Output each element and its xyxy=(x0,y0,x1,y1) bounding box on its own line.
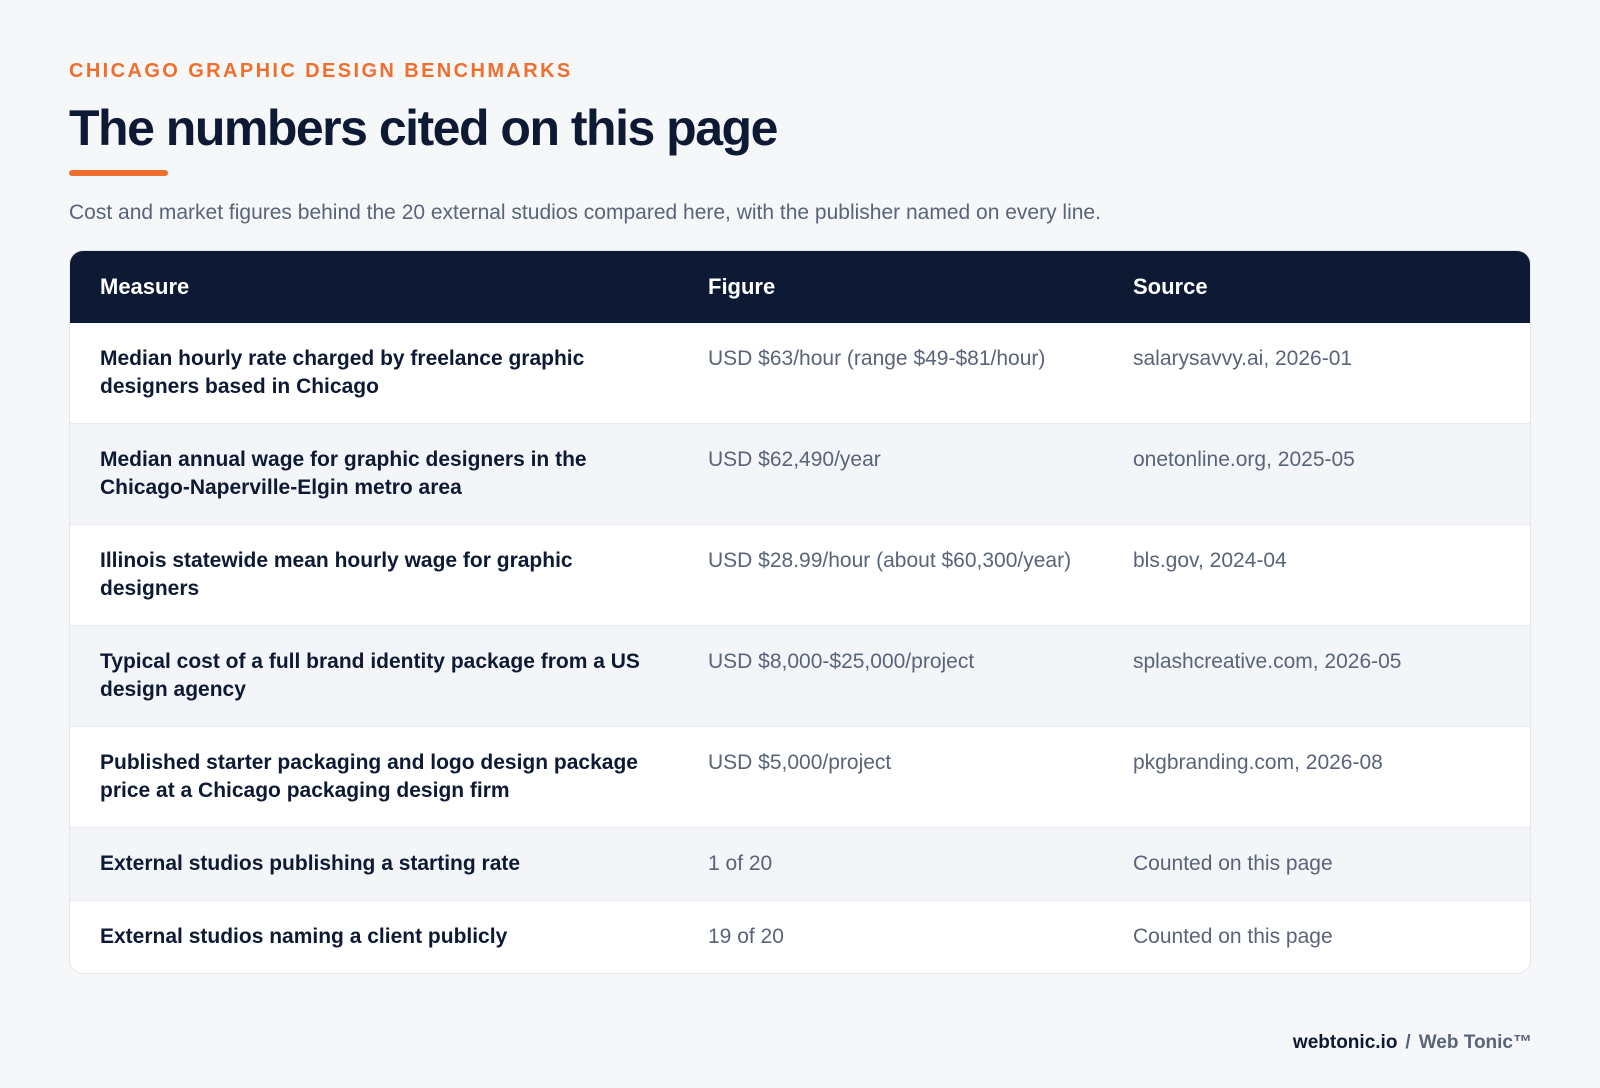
figure-cell: USD $5,000/project xyxy=(678,726,1103,828)
table-header-row: Measure Figure Source xyxy=(70,251,1530,323)
source-cell: onetonline.org, 2025-05 xyxy=(1103,423,1530,525)
footer-separator: / xyxy=(1405,1032,1411,1053)
figure-cell: USD $63/hour (range $49-$81/hour) xyxy=(708,347,1046,370)
page-title: The numbers cited on this page xyxy=(69,100,778,156)
source-cell: pkgbranding.com, 2026-08 xyxy=(1103,726,1530,828)
figure-cell: USD $62,490/year xyxy=(678,423,1103,525)
measure-cell: Median hourly rate charged by freelance … xyxy=(100,347,585,398)
source-cell: splashcreative.com, 2026-05 xyxy=(1103,625,1530,727)
benchmarks-table: Measure Figure Source Median hourly rate… xyxy=(70,251,1530,973)
benchmarks-table-card: Measure Figure Source Median hourly rate… xyxy=(69,250,1531,974)
footer-credit: webtonic.io / Web Tonic™ xyxy=(1293,1032,1532,1054)
source-cell: Counted on this page xyxy=(1103,900,1530,973)
table-row: Published starter packaging and logo des… xyxy=(70,726,1530,828)
footer-domain: webtonic.io xyxy=(1292,1032,1398,1053)
table-row: Illinois statewide mean hourly wage for … xyxy=(70,524,1530,626)
column-header-measure: Measure xyxy=(100,274,190,299)
figure-cell: 19 of 20 xyxy=(678,900,1103,973)
source-cell: bls.gov, 2024-04 xyxy=(1103,524,1530,626)
source-cell: Counted on this page xyxy=(1103,827,1530,901)
measure-cell: Illinois statewide mean hourly wage for … xyxy=(70,524,678,626)
figure-cell: 1 of 20 xyxy=(678,827,1103,901)
measure-cell: External studios publishing a starting r… xyxy=(70,827,678,901)
page-content: CHICAGO GRAPHIC DESIGN BENCHMARKS The nu… xyxy=(69,58,1531,974)
column-header-source: Source xyxy=(1133,274,1208,299)
eyebrow-label: CHICAGO GRAPHIC DESIGN BENCHMARKS xyxy=(69,60,573,82)
column-header-figure: Figure xyxy=(708,274,776,299)
table-row: External studios publishing a starting r… xyxy=(70,827,1530,901)
table-row: Median annual wage for graphic designers… xyxy=(70,423,1530,525)
measure-cell: External studios naming a client publicl… xyxy=(70,900,678,973)
page-subtitle: Cost and market figures behind the 20 ex… xyxy=(69,201,1101,224)
title-accent-bar xyxy=(69,170,168,176)
table-row: Median hourly rate charged by freelance … xyxy=(70,323,1530,424)
source-cell: salarysavvy.ai, 2026-01 xyxy=(1133,347,1353,370)
footer-brand: Web Tonic™ xyxy=(1418,1032,1532,1053)
measure-cell: Published starter packaging and logo des… xyxy=(70,726,678,828)
figure-cell: USD $28.99/hour (about $60,300/year) xyxy=(678,524,1103,626)
table-row: Typical cost of a full brand identity pa… xyxy=(70,625,1530,727)
table-row: External studios naming a client publicl… xyxy=(70,900,1530,973)
measure-cell: Median annual wage for graphic designers… xyxy=(70,423,678,525)
measure-cell: Typical cost of a full brand identity pa… xyxy=(70,625,678,727)
figure-cell: USD $8,000-$25,000/project xyxy=(678,625,1103,727)
